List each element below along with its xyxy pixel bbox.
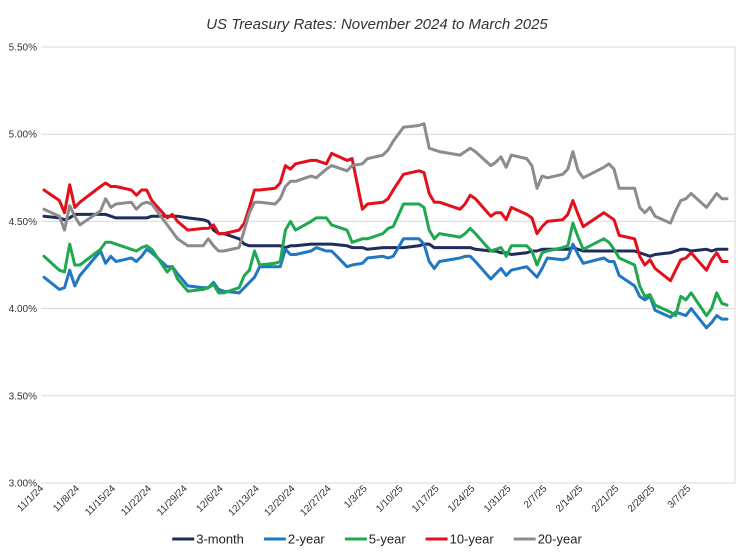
x-tick-label: 11/22/24: [119, 483, 154, 518]
x-tick-label: 11/29/24: [155, 483, 190, 518]
y-tick-label: 4.00%: [9, 304, 37, 315]
series-line-10-year: [42, 151, 729, 283]
x-tick-label: 12/20/24: [262, 483, 298, 519]
y-tick-label: 4.50%: [9, 217, 37, 228]
x-tick-label: 3/7/25: [666, 483, 694, 511]
legend-item-10-year: 10-year: [425, 532, 495, 547]
y-tick-label: 5.50%: [9, 43, 37, 54]
x-tick-label: 12/13/24: [226, 483, 262, 519]
x-tick-label: 12/27/24: [298, 483, 334, 519]
legend: 3-month 2-year 5-year 10-year 20-year: [172, 532, 582, 547]
legend-label: 5-year: [369, 532, 407, 547]
x-tick-label: 11/15/24: [83, 483, 118, 518]
grid-layer: [41, 46, 736, 484]
legend-item-3-month: 3-month: [172, 532, 244, 547]
x-tick-label: 1/31/25: [482, 483, 514, 515]
x-tick-label: 11/8/24: [51, 483, 82, 514]
x-axis-ticks: 11/1/24 11/8/24 11/15/24 11/22/24 11/29/24 12…: [15, 483, 693, 519]
x-tick-label: 1/10/25: [374, 483, 406, 515]
y-tick-label: 5.00%: [9, 130, 37, 141]
x-tick-label: 2/28/25: [626, 483, 658, 515]
legend-item-2-year: 2-year: [263, 532, 326, 547]
y-tick-label: 3.00%: [9, 479, 37, 490]
x-tick-label: 12/6/24: [194, 483, 226, 515]
legend-label: 20-year: [538, 532, 583, 547]
x-tick-label: 1/17/25: [410, 483, 442, 515]
y-axis-ticks: 3.00% 3.50% 4.00% 4.50% 5.00% 5.50%: [9, 43, 37, 490]
chart-title: US Treasury Rates: November 2024 to Marc…: [206, 16, 548, 33]
x-tick-label: 1/3/25: [342, 483, 370, 511]
legend-item-5-year: 5-year: [344, 532, 407, 547]
legend-label: 3-month: [196, 532, 244, 547]
legend-item-20-year: 20-year: [513, 532, 583, 547]
y-tick-label: 3.50%: [9, 391, 37, 402]
x-tick-label: 2/14/25: [554, 483, 586, 515]
series-line-20-year: [42, 122, 729, 253]
legend-label: 10-year: [450, 532, 495, 547]
x-tick-label: 2/21/25: [590, 483, 622, 515]
series-layer: [42, 122, 729, 330]
x-tick-label: 2/7/25: [522, 483, 550, 511]
x-tick-label: 1/24/25: [446, 483, 478, 515]
series-line-5-year: [42, 202, 729, 318]
legend-label: 2-year: [288, 532, 326, 547]
